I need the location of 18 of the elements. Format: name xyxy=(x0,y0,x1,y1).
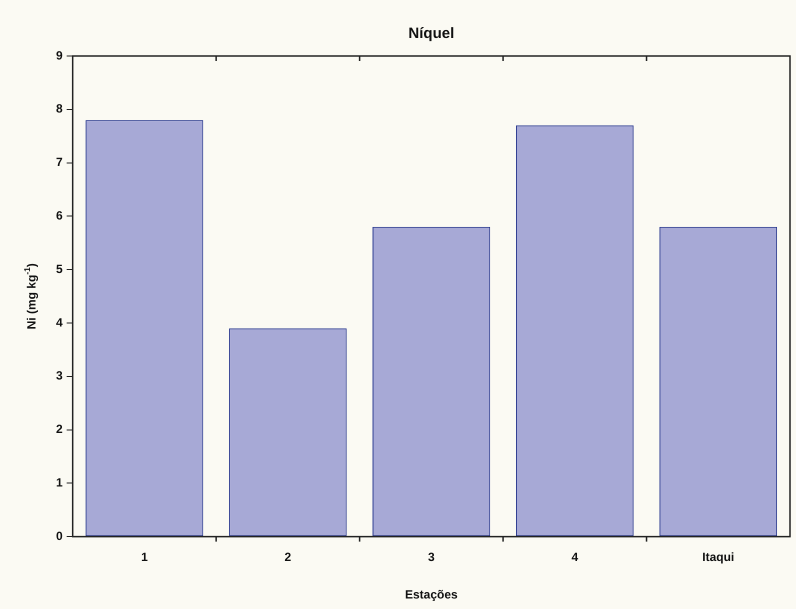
x-tick-label: 3 xyxy=(428,550,435,564)
x-tick-label: Itaqui xyxy=(702,550,734,564)
y-tick-label: 1 xyxy=(56,476,63,490)
x-axis-title: Estações xyxy=(404,587,458,602)
x-tick-label: 4 xyxy=(571,550,578,564)
y-axis-title: Ni (mg kg-1) xyxy=(22,263,38,330)
y-tick-label: 2 xyxy=(56,422,63,436)
y-tick-label: 6 xyxy=(56,208,63,223)
y-tick-label: 9 xyxy=(56,48,63,62)
y-tick-label: 7 xyxy=(56,155,63,170)
y-tick-label: 8 xyxy=(56,102,63,116)
y-tick-label: 0 xyxy=(56,528,63,543)
x-tick-label: 2 xyxy=(284,550,292,564)
y-tick-label: 4 xyxy=(56,315,63,330)
chart-title: Níquel xyxy=(408,25,454,42)
y-tick-label: 3 xyxy=(56,368,63,383)
y-tick-label: 5 xyxy=(56,262,63,276)
x-tick-label: 1 xyxy=(141,550,148,564)
